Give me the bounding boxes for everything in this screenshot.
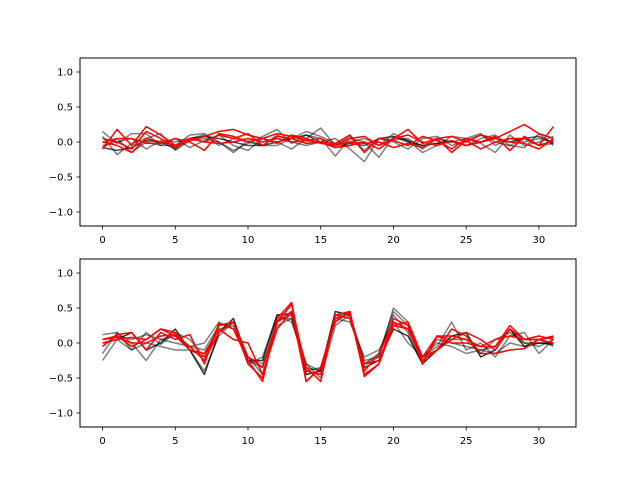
bottom-y-tick-label: −0.5	[49, 374, 73, 385]
bottom-x-tick-label: 5	[172, 436, 178, 447]
top-y-tick-label: 0.5	[57, 103, 73, 114]
top-series-line-9	[102, 134, 554, 154]
top-series-group	[101, 123, 555, 163]
top-x-tick-label: 0	[99, 235, 105, 246]
bottom-x-tick-label: 0	[99, 436, 105, 447]
bottom-x-tick-label: 10	[242, 436, 255, 447]
top-x-tick-label: 10	[242, 235, 255, 246]
top-y-tick-label: 1.0	[57, 68, 73, 79]
bottom-x-tick-label: 30	[533, 436, 546, 447]
bottom-series-line-8	[102, 310, 554, 383]
bottom-x-tick-label: 25	[460, 436, 473, 447]
top-x-tick-label: 25	[460, 235, 473, 246]
top-y-tick-label: −0.5	[49, 173, 73, 184]
top-subplot: 0 5 10 15 20 25 30 −1.0 −0.5 0.0 0.5 1.0	[49, 57, 577, 246]
top-x-tick-label: 20	[387, 235, 400, 246]
top-y-tick-label: 0.0	[57, 138, 73, 149]
bottom-subplot: 0 5 10 15 20 25 30 −1.0 −0.5 0.0 0.5 1.0	[49, 258, 577, 447]
bottom-y-tick-label: −1.0	[49, 409, 73, 420]
bottom-y-tick-label: 0.0	[57, 339, 73, 350]
bottom-series-line-9	[102, 310, 554, 383]
bottom-x-tick-label: 15	[314, 436, 327, 447]
bottom-y-tick-label: 0.5	[57, 304, 73, 315]
top-x-tick-label: 30	[533, 235, 546, 246]
bottom-x-tick-label: 20	[387, 436, 400, 447]
top-y-tick-label: −1.0	[49, 208, 73, 219]
top-series-line-1	[102, 127, 554, 152]
top-series-line-7	[102, 126, 555, 154]
bottom-series-group	[101, 301, 554, 383]
top-x-tick-label: 15	[314, 235, 327, 246]
top-x-tick-label: 5	[172, 235, 178, 246]
bottom-y-tick-label: 1.0	[57, 269, 73, 280]
